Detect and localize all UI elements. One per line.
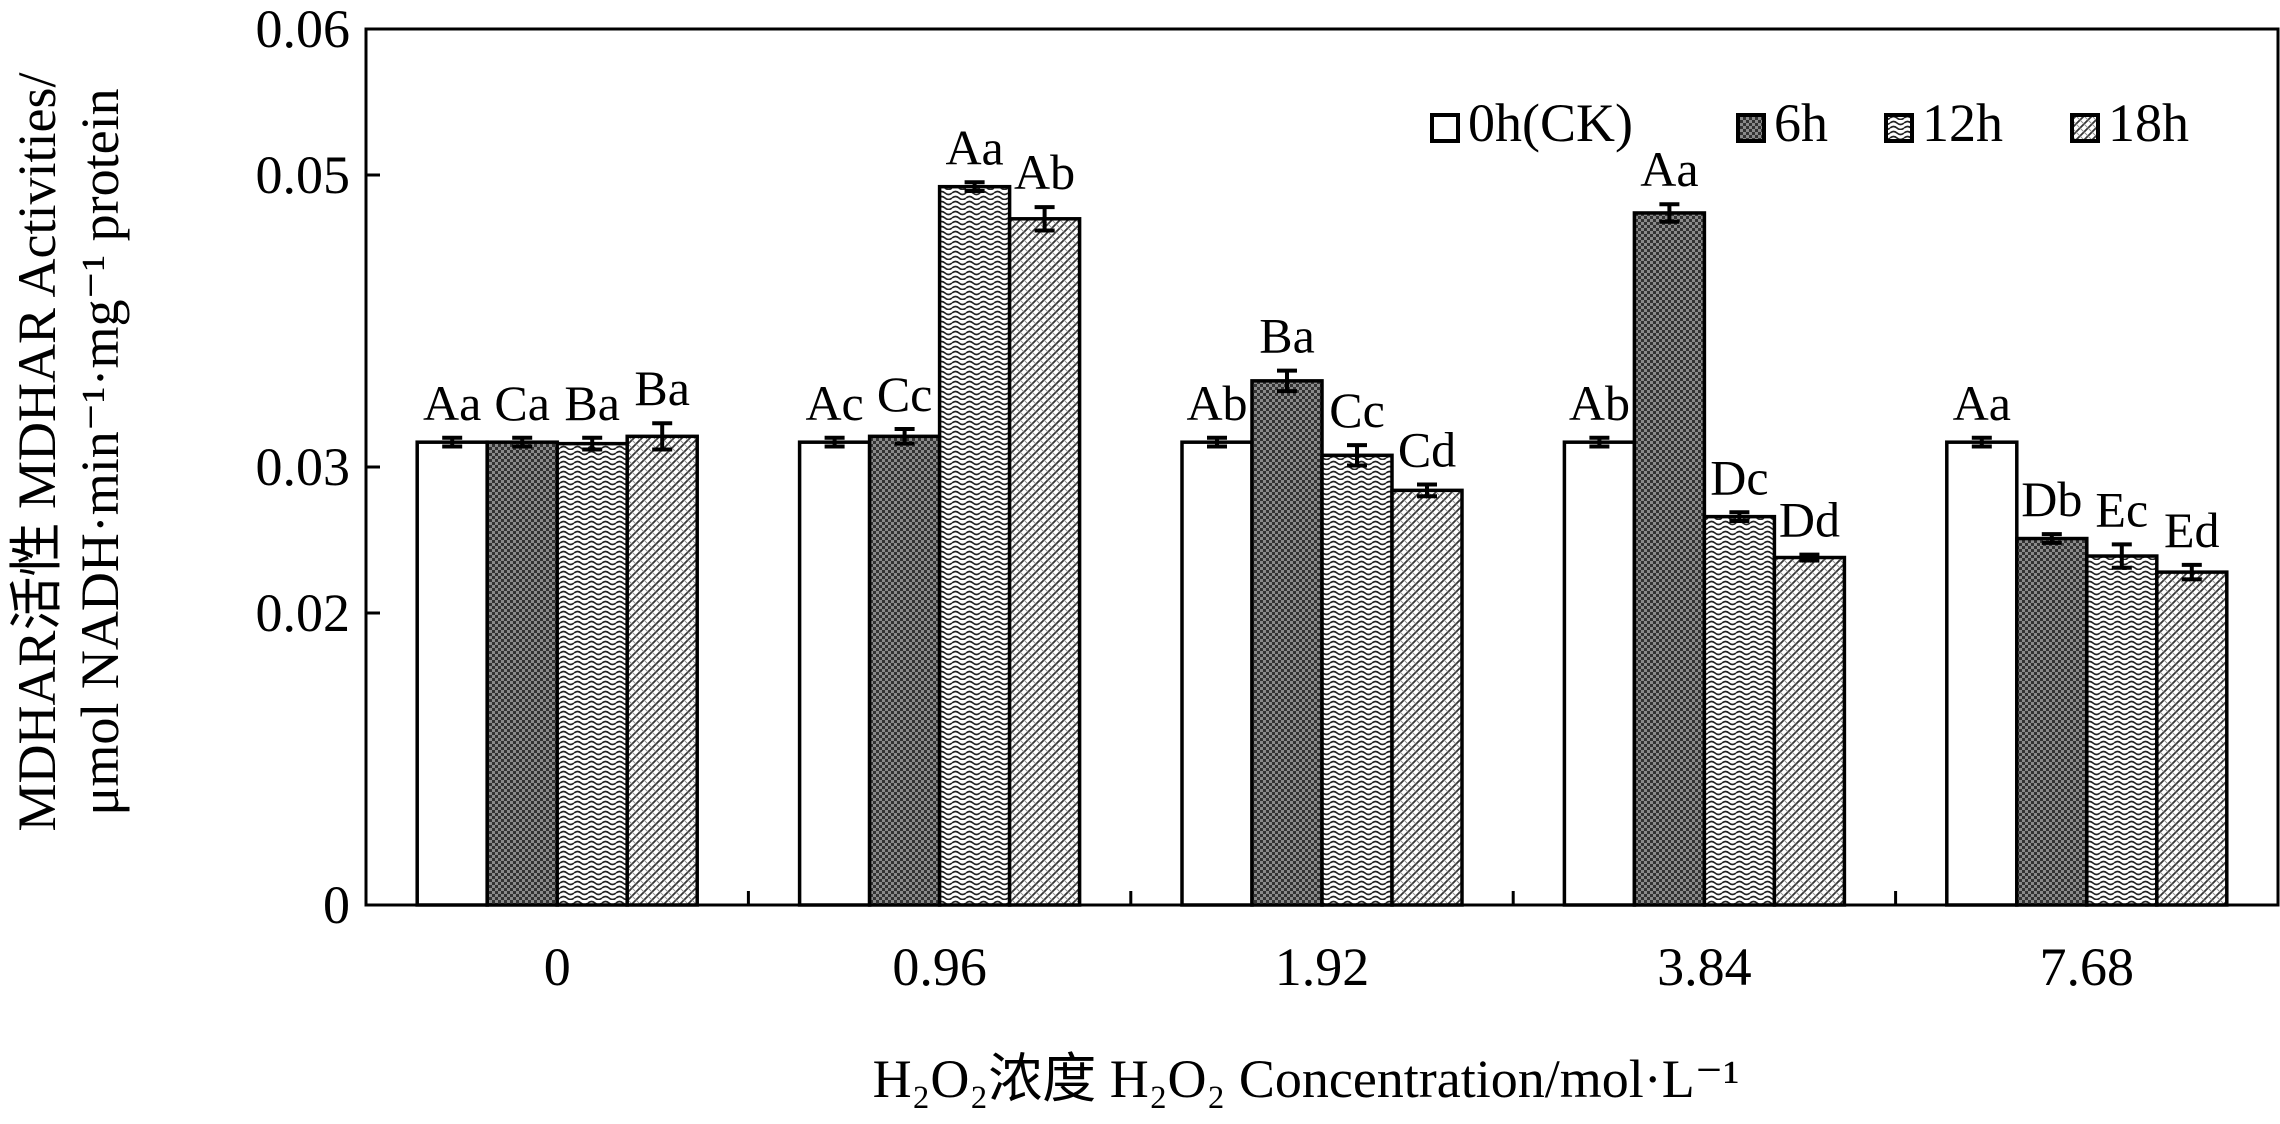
- data-label: Ca: [494, 375, 550, 431]
- x-axis-title: H₂O₂浓度 H₂O₂ Concentration/mol·L⁻¹: [873, 1049, 1740, 1109]
- data-label: Aa: [945, 119, 1003, 175]
- bar: [937, 184, 1012, 907]
- data-label: Ab: [1014, 144, 1075, 200]
- data-label: Cc: [1329, 382, 1385, 438]
- legend-label: 18h: [2108, 93, 2189, 153]
- data-label: Aa: [423, 375, 481, 431]
- y-tick-label: 0.06: [256, 0, 351, 59]
- bar: [415, 440, 489, 907]
- bar: [625, 434, 699, 907]
- bar: [2155, 570, 2229, 907]
- bar: [1250, 379, 1324, 907]
- bar: [867, 434, 942, 907]
- bar: [1945, 440, 2019, 907]
- legend-item-18h: 18h: [2070, 93, 2189, 153]
- data-label: Ba: [1259, 308, 1315, 364]
- bar: [1007, 217, 1082, 907]
- legend-swatch: [1430, 113, 1460, 143]
- legend-item-6h: 6h: [1736, 93, 1828, 153]
- data-label: Ab: [1186, 375, 1247, 431]
- legend: 0h(CK) 6h 12h 18h: [1430, 93, 2189, 153]
- data-label: Ab: [1569, 375, 1630, 431]
- data-label: Cd: [1398, 422, 1456, 478]
- data-label: Db: [2021, 471, 2082, 527]
- series-12h: Ba Aa Cc Dc Ec: [555, 119, 2159, 907]
- x-tick-label: 0: [544, 937, 571, 997]
- series-0h(CK): Aa Ac Ab Ab Aa: [415, 375, 2019, 907]
- legend-item-0h(CK): 0h(CK): [1430, 93, 1633, 153]
- bar: [1320, 453, 1394, 907]
- bar: [1632, 211, 1707, 907]
- data-label: Cc: [877, 366, 933, 422]
- y-axis-title: MDHAR活性 MDHAR Activities/ μmol NADH·min⁻…: [7, 72, 130, 831]
- legend-label: 0h(CK): [1468, 93, 1633, 153]
- bar: [2015, 536, 2089, 907]
- data-label: Aa: [1953, 375, 2011, 431]
- y-tick-label: 0.05: [256, 145, 351, 205]
- data-label: Ed: [2164, 502, 2220, 558]
- x-tick-label: 1.92: [1275, 937, 1370, 997]
- bar: [1180, 440, 1254, 907]
- data-label: Ec: [2095, 481, 2148, 537]
- data-label: Dc: [1710, 449, 1768, 505]
- bar: [1702, 514, 1777, 907]
- x-tick-label: 0.96: [892, 937, 987, 997]
- x-tick-label: 3.84: [1657, 937, 1752, 997]
- plot-area: 0 0.02 0.03 0.05 0.06 0 0.96 1.92 3.84 7.68 Aa Ac Ab…: [256, 0, 2280, 997]
- data-label: Dd: [1779, 492, 1840, 548]
- data-label: Ac: [805, 375, 863, 431]
- bar: [2085, 554, 2159, 907]
- legend-swatch: [1884, 113, 1914, 143]
- bar: [797, 440, 872, 907]
- y-tick-label: 0.03: [256, 437, 351, 497]
- legend-label: 6h: [1774, 93, 1828, 153]
- data-label: Ba: [564, 375, 620, 431]
- legend-swatch: [2070, 113, 2100, 143]
- legend-label: 12h: [1922, 93, 2003, 153]
- data-label: Ba: [634, 360, 690, 416]
- bar: [555, 441, 629, 907]
- y-tick-label: 0.02: [256, 583, 351, 643]
- bar: [485, 440, 559, 907]
- x-tick-label: 7.68: [2040, 937, 2135, 997]
- data-label: Aa: [1640, 141, 1698, 197]
- legend-swatch: [1736, 113, 1766, 143]
- bar: [1562, 440, 1637, 907]
- legend-item-12h: 12h: [1884, 93, 2003, 153]
- y-axis-title-line-2: μmol NADH·min⁻¹·mg⁻¹ protein: [70, 88, 130, 815]
- y-axis-title-line-1: MDHAR活性 MDHAR Activities/: [7, 72, 67, 831]
- bar: [1390, 488, 1464, 907]
- bar: [1772, 555, 1847, 907]
- y-tick-label: 0: [323, 875, 350, 935]
